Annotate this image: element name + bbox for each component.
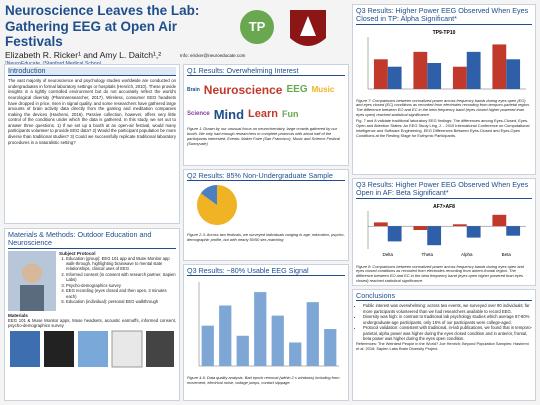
heading: Q2 Results: 85% Non-Undergraduate Sample: [187, 171, 345, 182]
bar: [466, 225, 481, 238]
protocol-item: EEG recording (eyes closed and then open…: [66, 288, 176, 299]
bar: [387, 66, 402, 89]
bar-chart: [198, 282, 339, 367]
bar-chart: AF7>AF8 Delta Theta Alpha Beta: [367, 204, 526, 257]
bar: [427, 62, 442, 89]
chart-title: AF7>AF8: [433, 204, 455, 210]
bar: [492, 43, 507, 89]
authors: Elizabeth R. Ricker¹ and Amy L. Daitch¹,…: [5, 49, 162, 60]
app-screens: [10, 330, 174, 368]
bar: [201, 325, 214, 367]
title: Neuroscience Leaves the Lab:: [5, 3, 200, 18]
word: Learn: [248, 108, 278, 121]
word: Neuroscience: [203, 82, 283, 97]
pie-slice: [200, 185, 217, 206]
q3b-section: Q3 Results: Higher Power EEG Observed Wh…: [352, 4, 536, 175]
word: Music: [311, 85, 335, 95]
bar: [236, 336, 249, 367]
protocol-list: Education (group): EEG 101 app and Muse …: [59, 256, 176, 305]
bar: [324, 329, 337, 367]
heading: Q3 Results: Higher Power EEG Observed Wh…: [356, 180, 532, 199]
word: Science: [187, 111, 210, 118]
heading: Q3 Results: ~80% Usable EEG Signal: [187, 266, 345, 277]
bar: [466, 51, 481, 89]
materials-heading: Materials: [8, 312, 28, 318]
q2-section: Q2 Results: 85% Non-Undergraduate Sample…: [183, 169, 349, 261]
q3c-section: Q3 Results: Higher Power EEG Observed Wh…: [352, 178, 536, 286]
materials-text: EEG 101 & Muse Monitor apps, Muse headse…: [8, 317, 176, 329]
bar: [373, 221, 388, 226]
caption: Fig. 7 and 8 validate traditional labora…: [356, 118, 530, 138]
stanford-logo: [290, 10, 326, 46]
bar: [306, 302, 319, 367]
bar: [506, 225, 521, 236]
heading: Q1 Results: Overwhelming Interest: [187, 66, 345, 77]
bar: [271, 315, 284, 367]
conclusion-item: Diversity was high: in contrast to tradi…: [363, 314, 532, 325]
protocol-item: Education (individual): personal EEG wal…: [66, 299, 176, 304]
word: EEG: [286, 84, 308, 96]
caption: Figure 8: Comparisons between normalized…: [356, 263, 524, 284]
protocol-item: Psycho-demographics survey: [66, 283, 176, 288]
heading: Materials & Methods: Outdoor Education a…: [8, 230, 176, 249]
bar-chart: TP9-TP10: [367, 30, 526, 89]
caption: Figure 1: Drawn by our unusual focus on …: [187, 126, 340, 146]
chart-title: TP9-TP10: [433, 30, 456, 36]
photo: [8, 250, 56, 311]
logo: TP: [240, 10, 274, 44]
bar: [452, 66, 467, 89]
caption: Figure 2-3: Across two festivals, we sur…: [187, 232, 345, 243]
conclusions-section: Conclusions Public interest was overwhel…: [352, 289, 536, 401]
conclusions-list: Public interest was overwhelming: across…: [356, 303, 532, 341]
bar: [413, 51, 428, 89]
x-tick-label: Alpha: [461, 252, 473, 257]
bar: [254, 292, 267, 367]
word: Fun: [281, 109, 299, 120]
q3a-section: Q3 Results: ~80% Usable EEG Signal Figur…: [183, 264, 349, 401]
references: References: The Weirdest People in the W…: [356, 341, 529, 352]
conclusion-item: Public interest was overwhelming: across…: [363, 303, 532, 314]
bar: [427, 225, 442, 245]
q1-section: Q1 Results: Overwhelming Interest Brain N…: [183, 64, 349, 166]
intro-section: Introduction The vast majority of neuros…: [4, 64, 180, 224]
pie-chart: [197, 185, 237, 226]
heading: Q3 Results: Higher Power EEG Observed Wh…: [356, 6, 532, 25]
methods-section: Materials & Methods: Outdoor Education a…: [4, 228, 180, 401]
x-tick-label: Delta: [382, 252, 393, 257]
bar: [452, 223, 467, 226]
intro-text: The vast majority of neuroscience and ps…: [8, 78, 176, 145]
heading: Introduction: [8, 66, 176, 77]
bar: [373, 58, 388, 89]
bar: [492, 214, 507, 226]
affiliations: ¹NeuroEducate, ²Stanford Medical School: [5, 61, 235, 67]
protocol-item: Informed consent (in consent with resear…: [66, 272, 176, 283]
bar: [219, 305, 232, 367]
bar: [387, 225, 402, 241]
bar: [289, 342, 302, 367]
heading: Conclusions: [356, 291, 532, 302]
bar: [506, 58, 521, 89]
bar: [413, 225, 428, 230]
protocol-item: Education (group): EEG 101 app and Muse …: [66, 256, 176, 272]
word: Mind: [213, 106, 245, 122]
x-tick-label: Beta: [502, 252, 512, 257]
email: Info: ericker@neuroeducate.com: [180, 53, 246, 58]
word: Brain: [187, 86, 200, 93]
x-tick-label: Theta: [421, 252, 433, 257]
caption: Figure 7: Comparisons between normalized…: [356, 97, 530, 118]
title: Gathering EEG at Open Air Festivals: [5, 18, 178, 50]
caption: Figure 4-6: Data quality analysis. Bad e…: [187, 375, 340, 386]
word-cloud: Brain Neuroscience EEG Music Science Mind Lear…: [187, 78, 345, 126]
header: Neuroscience Leaves the Lab: Gathering E…: [5, 3, 235, 67]
conclusion-item: Protocol validation: consistent with tra…: [363, 325, 532, 341]
protocol-heading: Subject Protocol: [59, 250, 96, 256]
